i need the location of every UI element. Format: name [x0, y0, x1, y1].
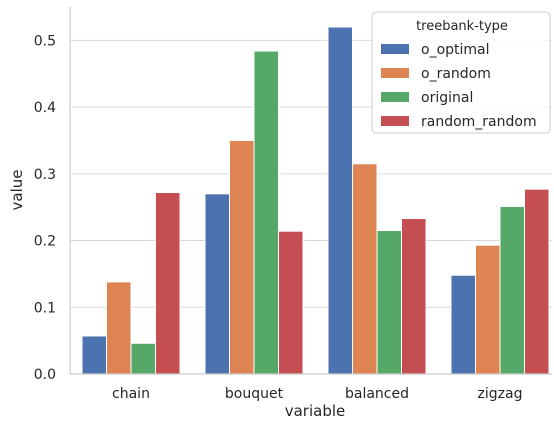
y-tick-labels: 0.0 0.1 0.2 0.3 0.4 0.5 [34, 33, 56, 383]
y-tick-label: 0.3 [34, 167, 56, 183]
bar-o_optimal-balanced [327, 26, 353, 375]
x-tick-label: balanced [345, 386, 409, 402]
bar-original-chain [130, 342, 156, 375]
bar-random_random-balanced [401, 218, 427, 375]
legend-label: o_optimal [421, 42, 490, 58]
legend-swatch [381, 44, 409, 54]
bar-random_random-bouquet [278, 230, 304, 375]
x-tick-label: chain [112, 386, 150, 402]
x-tick-labels: chain bouquet balanced zigzag [112, 386, 522, 402]
bar-o_optimal-bouquet [204, 193, 230, 375]
y-tick-label: 0.1 [34, 300, 56, 316]
bar-original-bouquet [253, 50, 279, 375]
y-tick-label: 0.0 [34, 367, 56, 383]
y-axis-label: value [8, 170, 26, 211]
legend-label: o_random [421, 66, 491, 82]
legend-label: original [421, 90, 473, 106]
legend-swatch [381, 68, 409, 78]
legend-box [371, 11, 551, 134]
bar-o_optimal-zigzag [450, 274, 476, 375]
legend-swatch [381, 116, 409, 126]
bar-o_optimal-chain [81, 335, 107, 375]
bar-o_random-bouquet [229, 139, 255, 375]
x-tick-label: bouquet [225, 386, 284, 402]
y-tick-label: 0.2 [34, 234, 56, 250]
bar-original-balanced [376, 230, 402, 375]
bar-o_random-chain [106, 281, 132, 375]
legend-label: random_random [421, 114, 537, 130]
x-tick-label: zigzag [478, 386, 523, 402]
x-axis-label: variable [285, 402, 346, 420]
axes [69, 7, 552, 375]
y-tick-label: 0.4 [34, 100, 56, 116]
bars [81, 26, 550, 375]
legend-swatch [381, 92, 409, 102]
legend: treebank-type o_optimal o_random original r… [371, 11, 551, 134]
legend-title: treebank-type [416, 19, 508, 34]
bar-random_random-chain [155, 192, 181, 375]
y-tick-label: 0.5 [34, 33, 56, 49]
bar-original-zigzag [499, 206, 525, 375]
bar-o_random-zigzag [475, 244, 501, 375]
legend-items: o_optimal o_random original random_random [381, 42, 537, 130]
bar-o_random-balanced [352, 163, 378, 375]
bar-random_random-zigzag [524, 188, 550, 375]
